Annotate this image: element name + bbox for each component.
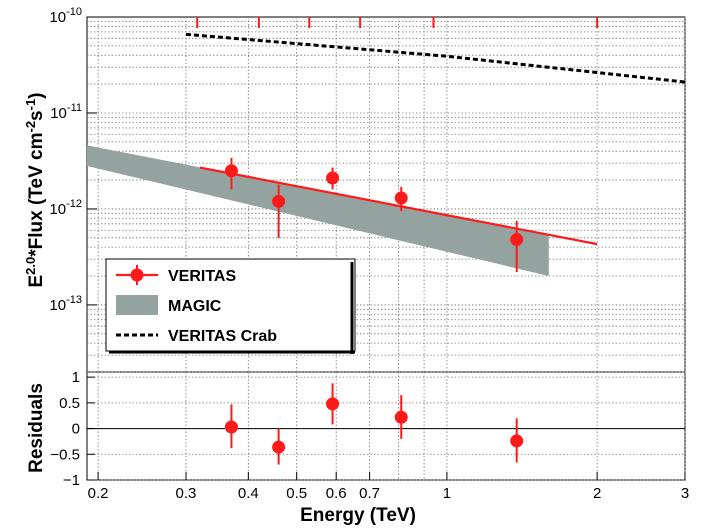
residual-point (272, 440, 286, 454)
legend-label: VERITAS Crab (168, 328, 277, 345)
residual-tick-label: 0 (72, 421, 80, 438)
veritas-point (326, 171, 340, 185)
x-tick-label: 3 (681, 485, 689, 502)
legend-label: VERITAS (168, 268, 236, 285)
axes: 0.2 0.3 0.4 0.5 0.6 0.7 1 2 3 10-10 10-11 10-12 10-1… (49, 6, 689, 502)
flux-axis-title: E2.0*Flux (TeV cm-2s-1) (23, 92, 48, 287)
legend-label: MAGIC (168, 298, 222, 315)
veritas-point (510, 233, 524, 247)
legend-magic-swatch (116, 295, 158, 315)
veritas-point (272, 194, 286, 208)
residual-point (394, 410, 408, 424)
plot-data (87, 17, 686, 465)
residual-tick-label: 1 (72, 369, 80, 386)
x-tick-label: 0.7 (359, 485, 380, 502)
x-tick-label: 2 (593, 485, 601, 502)
legend-veritas-marker (130, 268, 144, 282)
residual-tick-label: −0.5 (50, 446, 80, 463)
residual-tick-label: 0.5 (59, 395, 80, 412)
x-tick-label: 0.2 (88, 485, 109, 502)
residuals-axis-title: Residuals (26, 383, 47, 473)
x-tick-label: 0.6 (326, 485, 347, 502)
x-tick-label: 0.5 (286, 485, 307, 502)
flux-tick-label: 10-13 (49, 294, 82, 314)
flux-tick-label: 10-11 (50, 102, 82, 122)
legend: VERITAS MAGIC VERITAS Crab (105, 258, 356, 354)
grid (87, 17, 686, 481)
flux-tick-label: 10-10 (49, 6, 82, 26)
residual-tick-label: −1 (63, 472, 80, 489)
x-tick-label: 1 (443, 485, 451, 502)
veritas-crab-line (185, 32, 686, 84)
veritas-point (224, 164, 238, 178)
magic-band (87, 145, 549, 277)
flux-tick-label: 10-12 (49, 198, 82, 218)
x-tick-label: 0.3 (176, 485, 197, 502)
residual-point (510, 434, 524, 448)
veritas-fit-line (199, 166, 598, 246)
x-axis-title: Energy (TeV) (300, 505, 416, 526)
x-tick-label: 0.4 (238, 485, 259, 502)
veritas-point (394, 191, 408, 205)
residual-point (326, 397, 340, 411)
residual-point (224, 420, 238, 434)
bottom-panel-frame (86, 371, 686, 481)
